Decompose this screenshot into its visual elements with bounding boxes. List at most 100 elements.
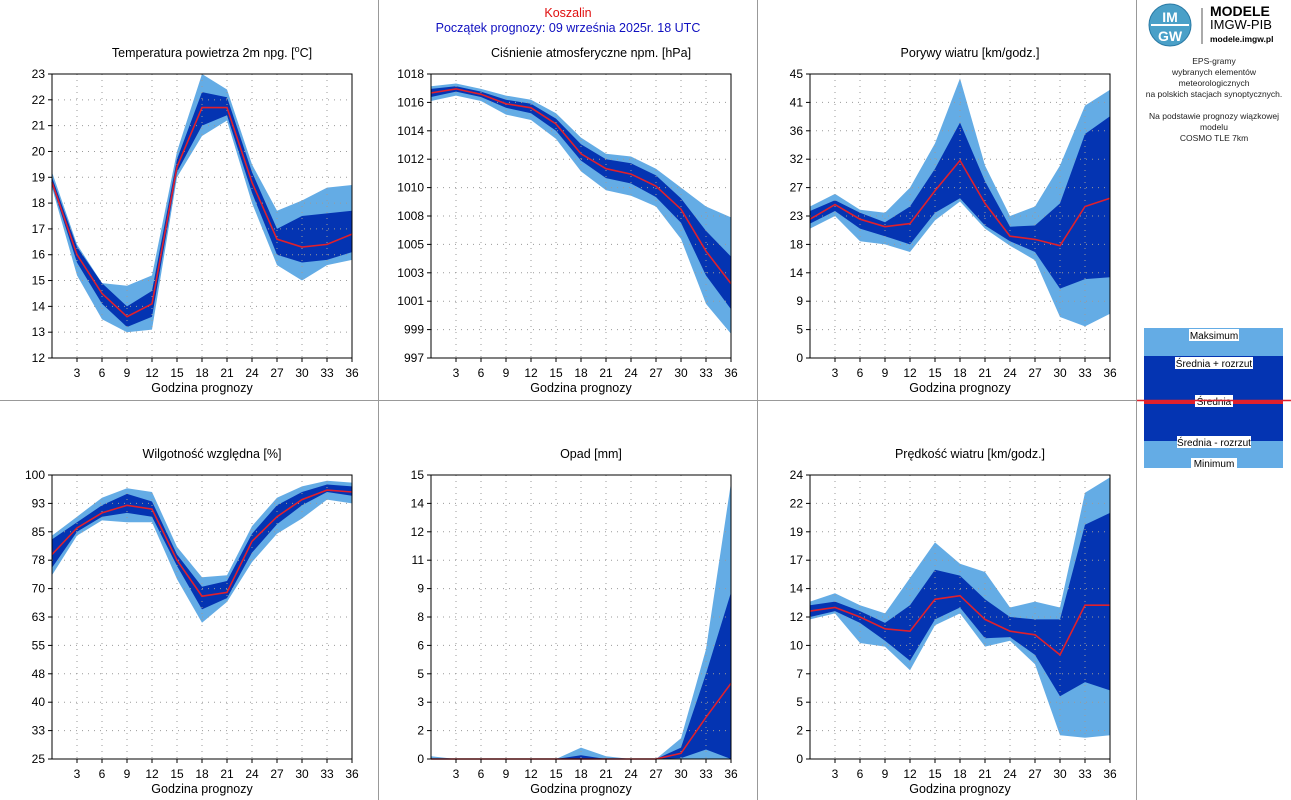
x-tick-label: 3 — [74, 366, 81, 380]
svg-text:GW: GW — [1158, 28, 1183, 44]
band-spread — [810, 116, 1110, 289]
imgw-logo: IM GW — [1148, 3, 1203, 47]
x-tick-label: 3 — [453, 767, 460, 781]
legend-min: Minimum — [1194, 459, 1235, 468]
x-tick-label: 15 — [170, 366, 184, 380]
x-tick-label: 27 — [1028, 767, 1042, 781]
desc-line-2: wybranych elementów meteorologicznych — [1171, 67, 1257, 88]
x-tick-label: 18 — [574, 767, 588, 781]
x-tick-label: 21 — [978, 366, 992, 380]
band-spread — [810, 512, 1110, 697]
x-tick-label: 18 — [195, 366, 209, 380]
x-tick-label: 9 — [124, 366, 131, 380]
forecast-start: Początek prognozy: 09 września 2025r. 18… — [435, 21, 701, 35]
y-tick-label: 18 — [790, 237, 804, 251]
x-tick-label: 15 — [549, 366, 563, 380]
x-tick-label: 18 — [574, 366, 588, 380]
x-tick-label: 24 — [1003, 366, 1017, 380]
y-tick-label: 100 — [25, 468, 45, 482]
brand-url[interactable]: modele.imgw.pl — [1210, 34, 1274, 44]
desc-line-4: Na podstawie prognozy wiązkowej modelu — [1149, 111, 1279, 132]
y-tick-label: 14 — [32, 299, 46, 313]
x-tick-label: 3 — [832, 767, 839, 781]
mean-line — [51, 106, 353, 318]
y-tick-label: 1016 — [397, 95, 424, 109]
y-tick-label: 10 — [790, 638, 804, 652]
x-axis-label: Godzina prognozy — [530, 782, 632, 796]
y-tick-label: 55 — [32, 638, 46, 652]
y-tick-label: 14 — [790, 582, 804, 596]
x-axis-label: Godzina prognozy — [909, 782, 1011, 796]
y-tick-label: 12 — [32, 351, 46, 365]
x-tick-label: 3 — [453, 366, 460, 380]
y-tick-label: 17 — [32, 222, 46, 236]
x-tick-label: 6 — [857, 767, 864, 781]
y-tick-label: 22 — [790, 496, 804, 510]
x-tick-label: 27 — [649, 366, 663, 380]
y-tick-label: 1005 — [397, 237, 424, 251]
x-tick-label: 9 — [882, 767, 889, 781]
x-tick-label: 15 — [928, 366, 942, 380]
x-tick-label: 33 — [699, 366, 713, 380]
x-tick-label: 3 — [832, 366, 839, 380]
y-tick-label: 21 — [32, 119, 46, 133]
x-tick-label: 33 — [320, 366, 334, 380]
x-tick-label: 30 — [674, 767, 688, 781]
x-tick-label: 36 — [724, 767, 738, 781]
y-tick-label: 70 — [32, 582, 46, 596]
chart-title: Opad [mm] — [560, 447, 622, 461]
y-tick-label: 12 — [411, 525, 425, 539]
y-tick-label: 5 — [796, 695, 803, 709]
legend-max: Maksimum — [1190, 331, 1238, 342]
y-tick-label: 999 — [404, 323, 424, 337]
x-axis-label: Godzina prognozy — [909, 381, 1011, 395]
y-tick-label: 23 — [32, 67, 46, 81]
x-tick-label: 9 — [503, 366, 510, 380]
x-tick-label: 3 — [74, 767, 81, 781]
x-tick-label: 9 — [503, 767, 510, 781]
legend-mean-minus: Średnia - rozrzut — [1177, 436, 1251, 449]
x-tick-label: 9 — [882, 366, 889, 380]
x-tick-label: 36 — [345, 366, 359, 380]
y-tick-label: 17 — [790, 553, 804, 567]
x-tick-label: 30 — [295, 767, 309, 781]
y-tick-label: 16 — [32, 248, 46, 262]
x-tick-label: 18 — [953, 767, 967, 781]
brand-imgw: IMGW-PIB — [1210, 17, 1272, 32]
y-tick-label: 48 — [32, 667, 46, 681]
x-tick-label: 27 — [649, 767, 663, 781]
y-tick-label: 1008 — [397, 209, 424, 223]
chart-pressure: 997 999 1001 1003 1005 1008 1010 1012 1014 1016 10… — [397, 46, 738, 395]
y-tick-label: 1012 — [397, 152, 424, 166]
y-tick-label: 36 — [790, 124, 804, 138]
x-tick-label: 15 — [928, 767, 942, 781]
y-tick-label: 24 — [790, 468, 804, 482]
mean-line — [809, 159, 1111, 247]
y-tick-label: 32 — [790, 152, 804, 166]
y-tick-label: 15 — [411, 468, 425, 482]
x-tick-label: 12 — [903, 767, 917, 781]
y-tick-label: 45 — [790, 67, 804, 81]
x-tick-label: 12 — [524, 767, 538, 781]
forecast-header: Koszalin Początek prognozy: 09 września … — [379, 6, 757, 36]
x-tick-label: 24 — [624, 767, 638, 781]
x-tick-label: 18 — [953, 366, 967, 380]
band-spread — [431, 592, 731, 759]
x-axis-label: Godzina prognozy — [151, 381, 253, 395]
mean-line — [809, 594, 1110, 657]
x-tick-label: 36 — [1103, 366, 1117, 380]
y-tick-label: 0 — [796, 351, 803, 365]
x-tick-label: 21 — [220, 366, 234, 380]
x-tick-label: 12 — [145, 767, 159, 781]
x-tick-label: 12 — [903, 366, 917, 380]
x-tick-label: 24 — [245, 366, 259, 380]
y-tick-label: 14 — [411, 496, 425, 510]
chart-title: Temperatura powietrza 2m npg. [oC] — [112, 44, 312, 60]
x-axis-label: Godzina prognozy — [151, 782, 253, 796]
x-axis-label: Godzina prognozy — [530, 381, 632, 395]
chart-title: Porywy wiatru [km/godz.] — [901, 46, 1040, 60]
mean-line — [430, 88, 732, 285]
y-tick-label: 63 — [32, 610, 46, 624]
y-tick-label: 33 — [32, 724, 46, 738]
